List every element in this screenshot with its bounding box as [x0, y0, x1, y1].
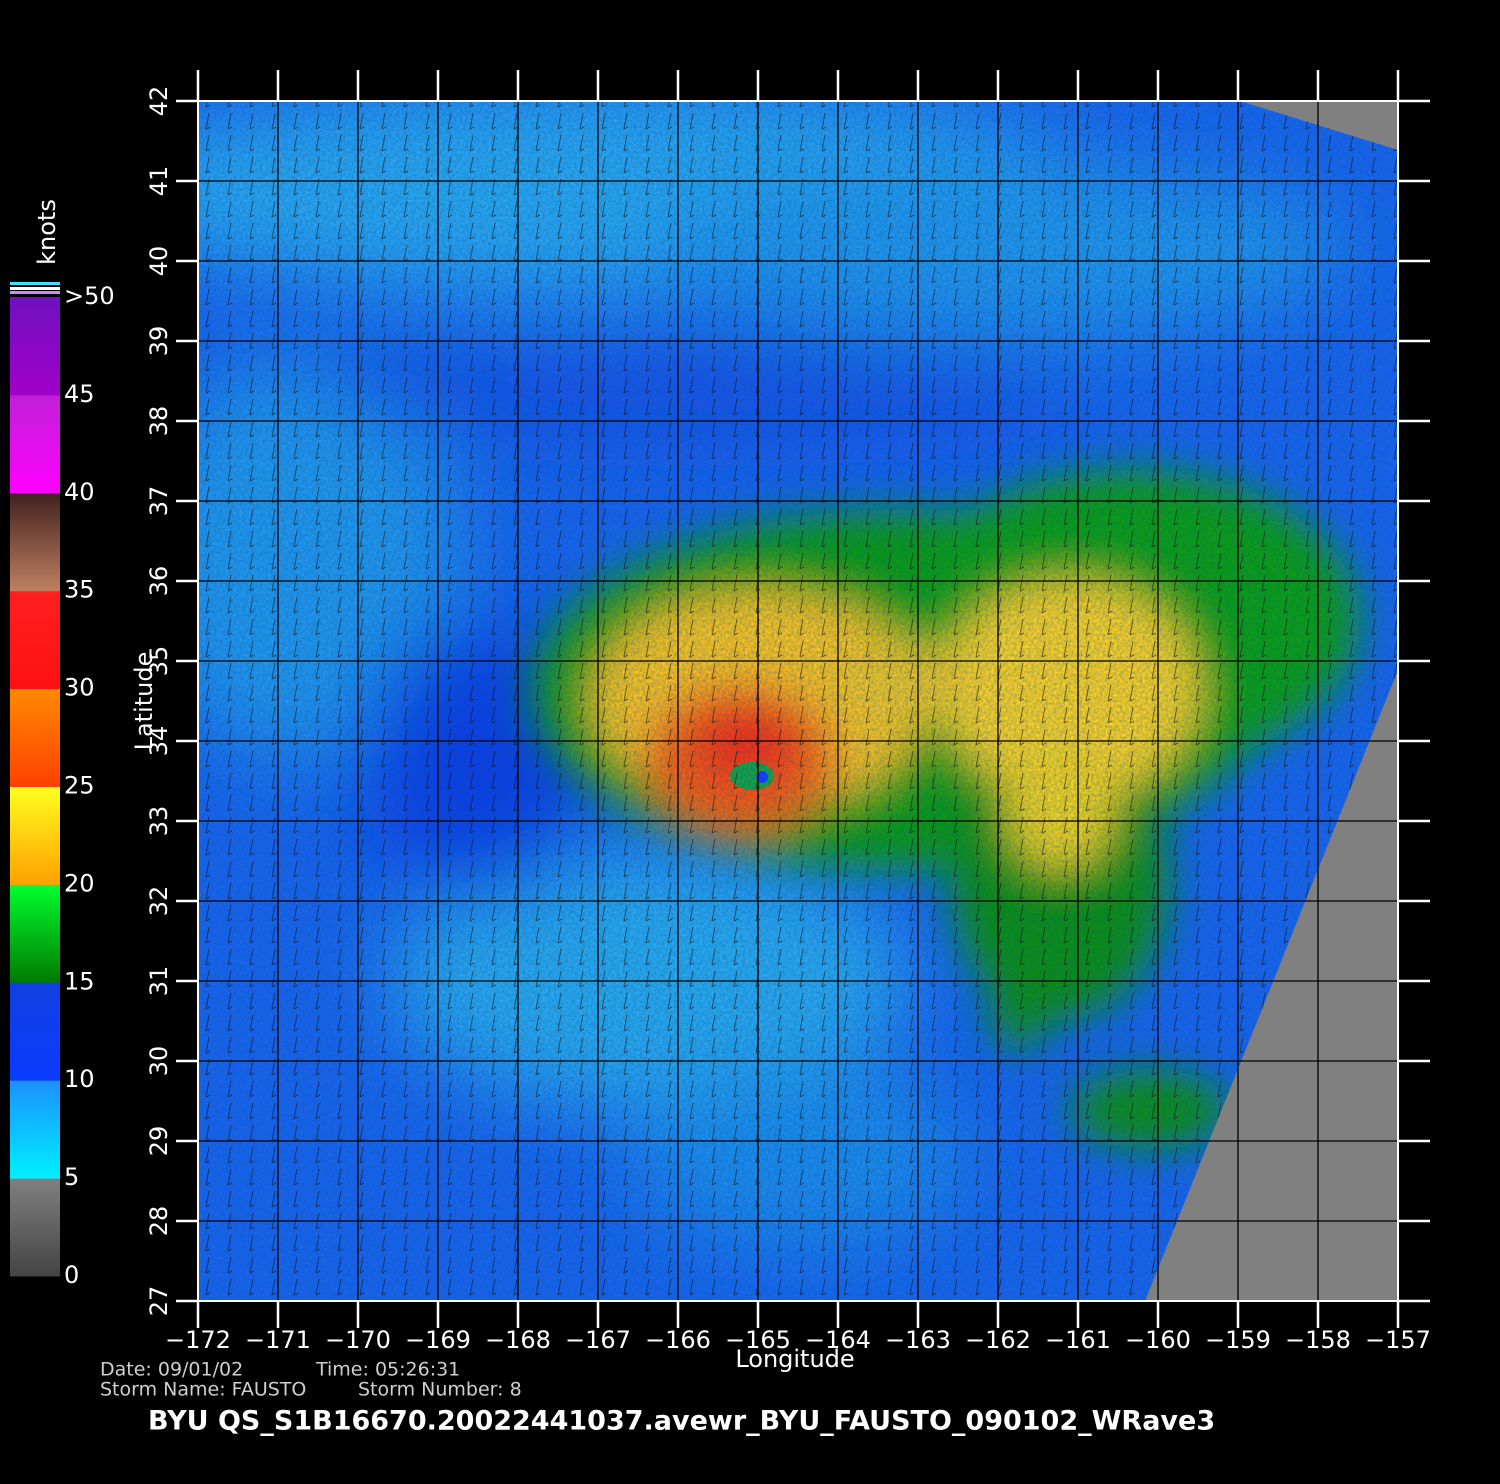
y-tick-label: 36 [145, 566, 173, 597]
time: Time: 05:26:31 [315, 1359, 460, 1381]
title: BYU QS_S1B16670.20022441037.avewr_BYU_FA… [148, 1406, 1215, 1437]
x-tick-label: −161 [1045, 1326, 1111, 1354]
x-tick-label: −165 [725, 1326, 791, 1354]
colorbar-tick-label: >50 [64, 282, 115, 310]
storm-number: Storm Number: 8 [358, 1379, 522, 1401]
y-tick-label: 34 [145, 726, 173, 757]
colorbar-tick-label: 20 [64, 869, 95, 897]
y-axis-label: Latitude [130, 652, 158, 751]
y-tick-label: 27 [145, 1286, 173, 1317]
y-tick-label: 29 [145, 1126, 173, 1157]
colorbar-tick-label: 5 [64, 1163, 79, 1191]
colorbar-segment [10, 786, 60, 885]
x-tick-label: −171 [245, 1326, 311, 1354]
y-tick-label: 40 [145, 246, 173, 277]
y-tick-label: 33 [145, 806, 173, 837]
x-tick-label: −157 [1365, 1326, 1431, 1354]
y-tick-label: 31 [145, 966, 173, 997]
colorbar-tick-label: 40 [64, 478, 95, 506]
y-tick-label: 42 [145, 86, 173, 117]
colorbar-segment [10, 394, 60, 494]
colorbar-segment [10, 297, 60, 396]
y-tick-label: 41 [145, 166, 173, 197]
x-tick-label: −162 [965, 1326, 1031, 1354]
date: Date: 09/01/02 [100, 1359, 243, 1381]
y-tick-label: 38 [145, 406, 173, 437]
colorbar-tick-label: 25 [64, 772, 95, 800]
colorbar-tick-label: 30 [64, 674, 95, 702]
colorbar-segment [10, 1080, 60, 1179]
colorbar-segment [10, 492, 60, 592]
x-tick-label: −163 [885, 1326, 951, 1354]
colorbar-label: knots [33, 199, 61, 265]
colorbar-tick-label: 10 [64, 1065, 95, 1093]
x-tick-label: −170 [325, 1326, 391, 1354]
colorbar-segment [10, 688, 60, 787]
colorbar-tick-label: 45 [64, 380, 95, 408]
x-tick-label: −160 [1125, 1326, 1191, 1354]
x-tick-label: −169 [405, 1326, 471, 1354]
x-tick-label: −167 [565, 1326, 631, 1354]
colorbar-segment [10, 1178, 60, 1277]
colorbar-segment [10, 590, 60, 690]
colorbar-segment [10, 982, 60, 1081]
plot-frame [197, 100, 1399, 1302]
colorbar: 0 5 10 15 20 25 30 35 40 45 >50 [10, 282, 115, 1289]
y-tick-label: 28 [145, 1206, 173, 1237]
colorbar-tick-label: 15 [64, 967, 95, 995]
axes: −172 −171 −170 −169 −168 −167 −166 −165 −164 −163… [145, 70, 1431, 1354]
x-tick-label: −158 [1285, 1326, 1351, 1354]
colorbar-cap [10, 287, 60, 290]
y-tick-label: 39 [145, 326, 173, 357]
x-tick-label: −164 [805, 1326, 871, 1354]
y-tick-label: 32 [145, 886, 173, 917]
x-axis-label: Longitude [735, 1345, 854, 1373]
colorbar-tick-label: 35 [64, 576, 95, 604]
colorbar-cap [10, 282, 60, 285]
x-tick-label: −168 [485, 1326, 551, 1354]
storm-name: Storm Name: FAUSTO [100, 1379, 306, 1401]
wind-field [198, 101, 1398, 1301]
x-tick-label: −172 [165, 1326, 231, 1354]
x-tick-label: −166 [645, 1326, 711, 1354]
colorbar-segment [10, 884, 60, 983]
y-tick-label: 37 [145, 486, 173, 517]
y-tick-label: 30 [145, 1046, 173, 1077]
y-tick-label: 35 [145, 646, 173, 677]
x-tick-label: −159 [1205, 1326, 1271, 1354]
colorbar-tick-label: 0 [64, 1261, 79, 1289]
colorbar-cap [10, 291, 60, 294]
